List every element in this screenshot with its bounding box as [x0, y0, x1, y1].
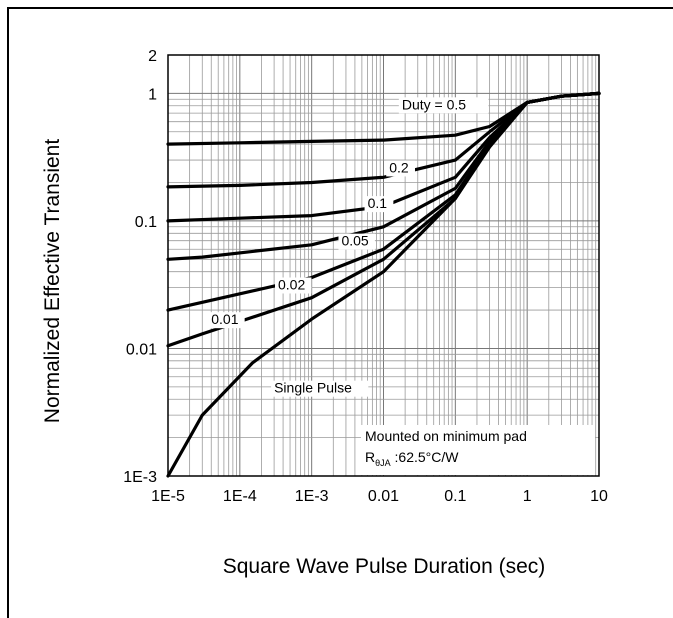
plot-frame: [167, 54, 600, 477]
series-curve: [166, 91, 601, 478]
y-tick-label: 0.01: [126, 341, 157, 358]
y-tick-label: 1: [148, 86, 157, 103]
x-axis-title: Square Wave Pulse Duration (sec): [223, 555, 546, 578]
series-label-background: [275, 277, 312, 294]
grid-lines: [167, 54, 599, 477]
x-tick-labels: 1E-5 1E-4 1E-3 0.01 0.1 1 10: [151, 488, 608, 505]
x-tick-label: 1E-4: [223, 488, 257, 505]
annotation-line-2: RθJA :62.5°C/W: [365, 449, 459, 468]
series-label-background: [271, 380, 369, 397]
annotation-line-1: Mounted on minimum pad: [365, 428, 527, 444]
series-label: 0.2: [389, 159, 409, 175]
series-label-background: [208, 312, 245, 329]
x-tick-label: 1E-5: [151, 488, 185, 505]
series-label: Duty = 0.5: [402, 96, 466, 112]
frame-left-border: [7, 7, 9, 618]
y-tick-label: 2: [148, 48, 157, 65]
y-tick-label: 0.1: [135, 214, 157, 231]
frame-top-border: [7, 7, 673, 9]
annotation-background: [361, 425, 595, 475]
series-label: 0.1: [368, 195, 388, 211]
series-label: Single Pulse: [274, 380, 352, 396]
series-label-background: [398, 97, 489, 114]
y-tick-label: 1E-3: [123, 469, 157, 486]
series-label: 0.01: [211, 311, 238, 327]
series-labels: Duty = 0.5 0.2 0.1 0.05 0.02 0.01 Single Pulse: [208, 96, 489, 397]
series-label-background: [386, 160, 415, 177]
y-tick-labels: 1E-3 0.01 0.1 1 2: [123, 48, 157, 486]
x-tick-label: 1E-3: [295, 488, 329, 505]
series-label-background: [364, 196, 394, 213]
x-tick-label: 10: [590, 488, 608, 505]
series-label-background: [338, 233, 375, 250]
x-tick-label: 0.1: [444, 488, 466, 505]
series-label: 0.05: [341, 233, 368, 249]
x-tick-label: 1: [523, 488, 532, 505]
x-tick-label: 0.01: [368, 488, 399, 505]
series-label: 0.02: [278, 276, 305, 292]
y-axis-title: Normalized Effective Transient: [41, 139, 64, 424]
